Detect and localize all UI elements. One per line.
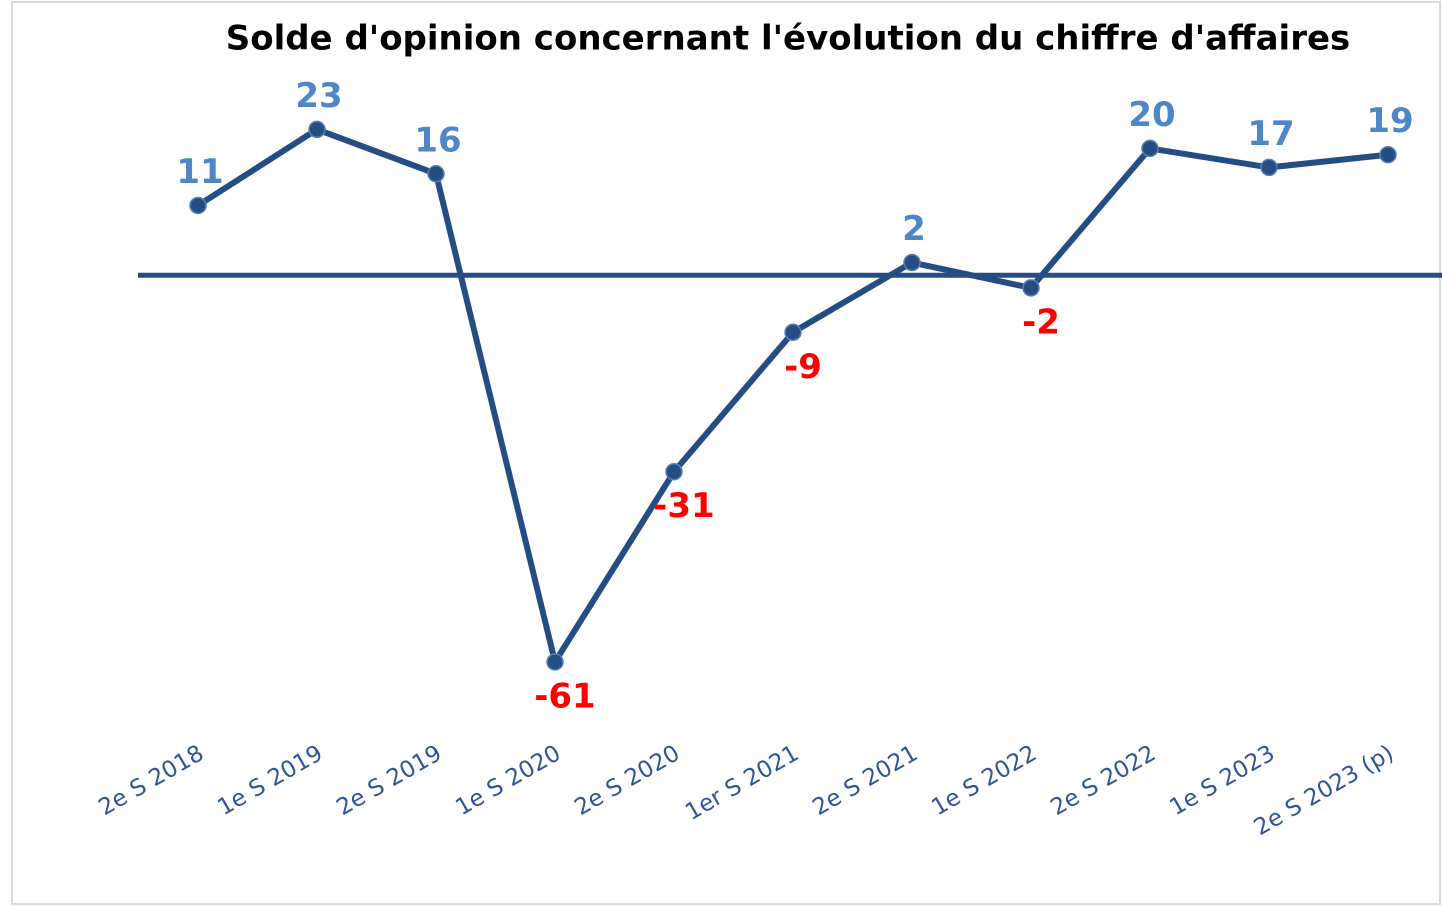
point xyxy=(308,120,326,139)
point xyxy=(546,653,564,671)
data-label: -61 xyxy=(534,676,595,716)
point xyxy=(427,165,445,183)
data-label: 20 xyxy=(1128,95,1175,135)
point xyxy=(1260,158,1278,177)
data-label: 2 xyxy=(902,209,926,249)
point xyxy=(1141,139,1159,158)
data-label: 16 xyxy=(414,120,461,160)
data-label: -2 xyxy=(1022,302,1060,342)
data-label: 19 xyxy=(1366,101,1413,141)
data-label: 11 xyxy=(176,152,223,192)
point xyxy=(665,462,683,481)
data-label: 23 xyxy=(295,76,342,116)
data-label: -31 xyxy=(653,486,714,526)
point xyxy=(1022,279,1040,297)
point xyxy=(784,323,802,342)
point xyxy=(189,196,207,215)
point xyxy=(1379,145,1397,164)
chart-title: Solde d'opinion concernant l'évolution d… xyxy=(226,19,1351,59)
data-label: 17 xyxy=(1247,114,1294,154)
point xyxy=(903,253,921,272)
data-label: -9 xyxy=(784,347,822,387)
chart-frame xyxy=(11,1,1441,905)
